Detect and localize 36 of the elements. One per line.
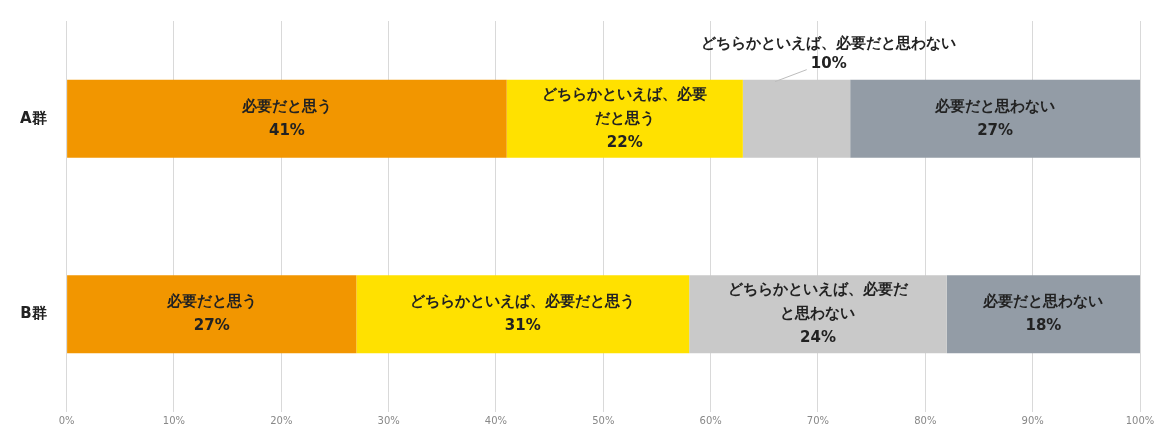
bar	[67, 79, 507, 158]
bar	[356, 275, 690, 354]
text: 必要だと思わない	[983, 292, 1104, 311]
series-label: どちらかといえば、必要だと思う	[542, 84, 708, 127]
x-tick-label: 20%	[270, 414, 293, 426]
x-tick-label: 40%	[484, 414, 508, 426]
x-tick-label: 80%	[914, 414, 937, 426]
x-tick-label: 10%	[162, 414, 186, 426]
y-tick-label: B群	[20, 304, 47, 323]
x-tick-label: 90%	[1021, 414, 1044, 426]
bar	[946, 275, 1140, 354]
text: どちらかといえば、必要だと思う	[410, 292, 636, 311]
x-tick-label: 50%	[592, 414, 615, 426]
y-tick-label: A群	[20, 108, 47, 127]
x-tick-label: 70%	[806, 414, 830, 426]
bar	[506, 79, 743, 158]
data-label: 41%	[268, 120, 305, 139]
text: どちらかといえば、必要だと思わない	[701, 33, 957, 52]
bar	[850, 79, 1140, 158]
x-tick-label: 30%	[377, 414, 400, 426]
data-label: 27%	[193, 316, 230, 335]
x-tick-label: 0%	[58, 414, 75, 426]
series-label: 必要だと思う	[240, 96, 332, 115]
data-label: 22%	[606, 132, 643, 151]
series-label: 必要だと思わない	[934, 96, 1056, 115]
text: 必要だと思う	[166, 292, 257, 311]
bar	[689, 275, 947, 354]
series-label: どちらかといえば、必要だと思わない	[727, 280, 909, 323]
data-label: 18%	[1025, 316, 1062, 335]
x-tick-label: 60%	[699, 414, 722, 426]
data-label: 31%	[504, 316, 541, 335]
data-label: 27%	[977, 120, 1014, 139]
bar	[67, 275, 357, 354]
data-label: 10%	[810, 53, 847, 72]
data-label: 24%	[800, 328, 836, 347]
x-tick-label: 100%	[1125, 414, 1155, 426]
